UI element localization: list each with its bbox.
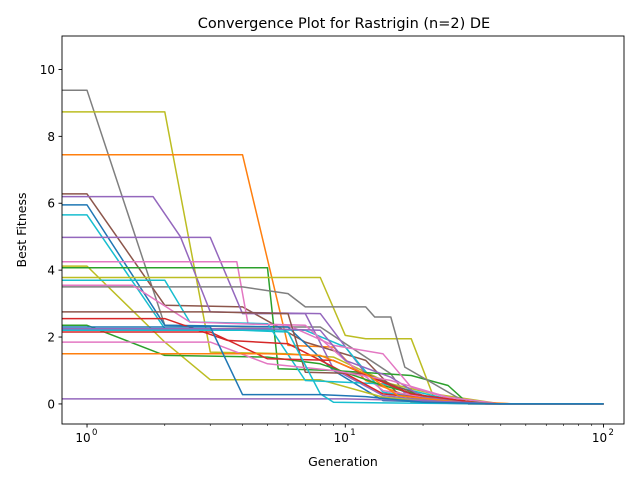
- x-ticks: 10 0 10 1 10 2: [75, 424, 614, 445]
- plot-frame: [61, 35, 625, 425]
- y-tick-label: 0: [47, 397, 55, 411]
- chart-title: Convergence Plot for Rastrigin (n=2) DE: [198, 16, 490, 32]
- x-axis-label: Generation: [308, 454, 378, 469]
- y-tick-label: 2: [47, 331, 55, 345]
- x-tick-label: 10: [592, 431, 607, 445]
- y-axis-label: Best Fitness: [14, 193, 29, 268]
- y-tick-label: 10: [40, 63, 55, 77]
- series-line-13: [62, 286, 604, 405]
- y-tick-label: 8: [47, 130, 55, 144]
- y-tick-label: 6: [47, 197, 55, 211]
- x-tick-label: 10: [334, 431, 349, 445]
- x-tick-label-exponent: 0: [92, 428, 97, 438]
- x-tick-label: 10: [75, 431, 90, 445]
- series-layer: [62, 89, 604, 405]
- y-ticks: 0 2 4 6 8 10: [40, 63, 62, 411]
- x-tick-label-exponent: 1: [350, 428, 355, 438]
- series-line-25: [62, 326, 604, 405]
- x-tick-label-exponent: 2: [609, 428, 614, 438]
- y-tick-label: 4: [47, 264, 55, 278]
